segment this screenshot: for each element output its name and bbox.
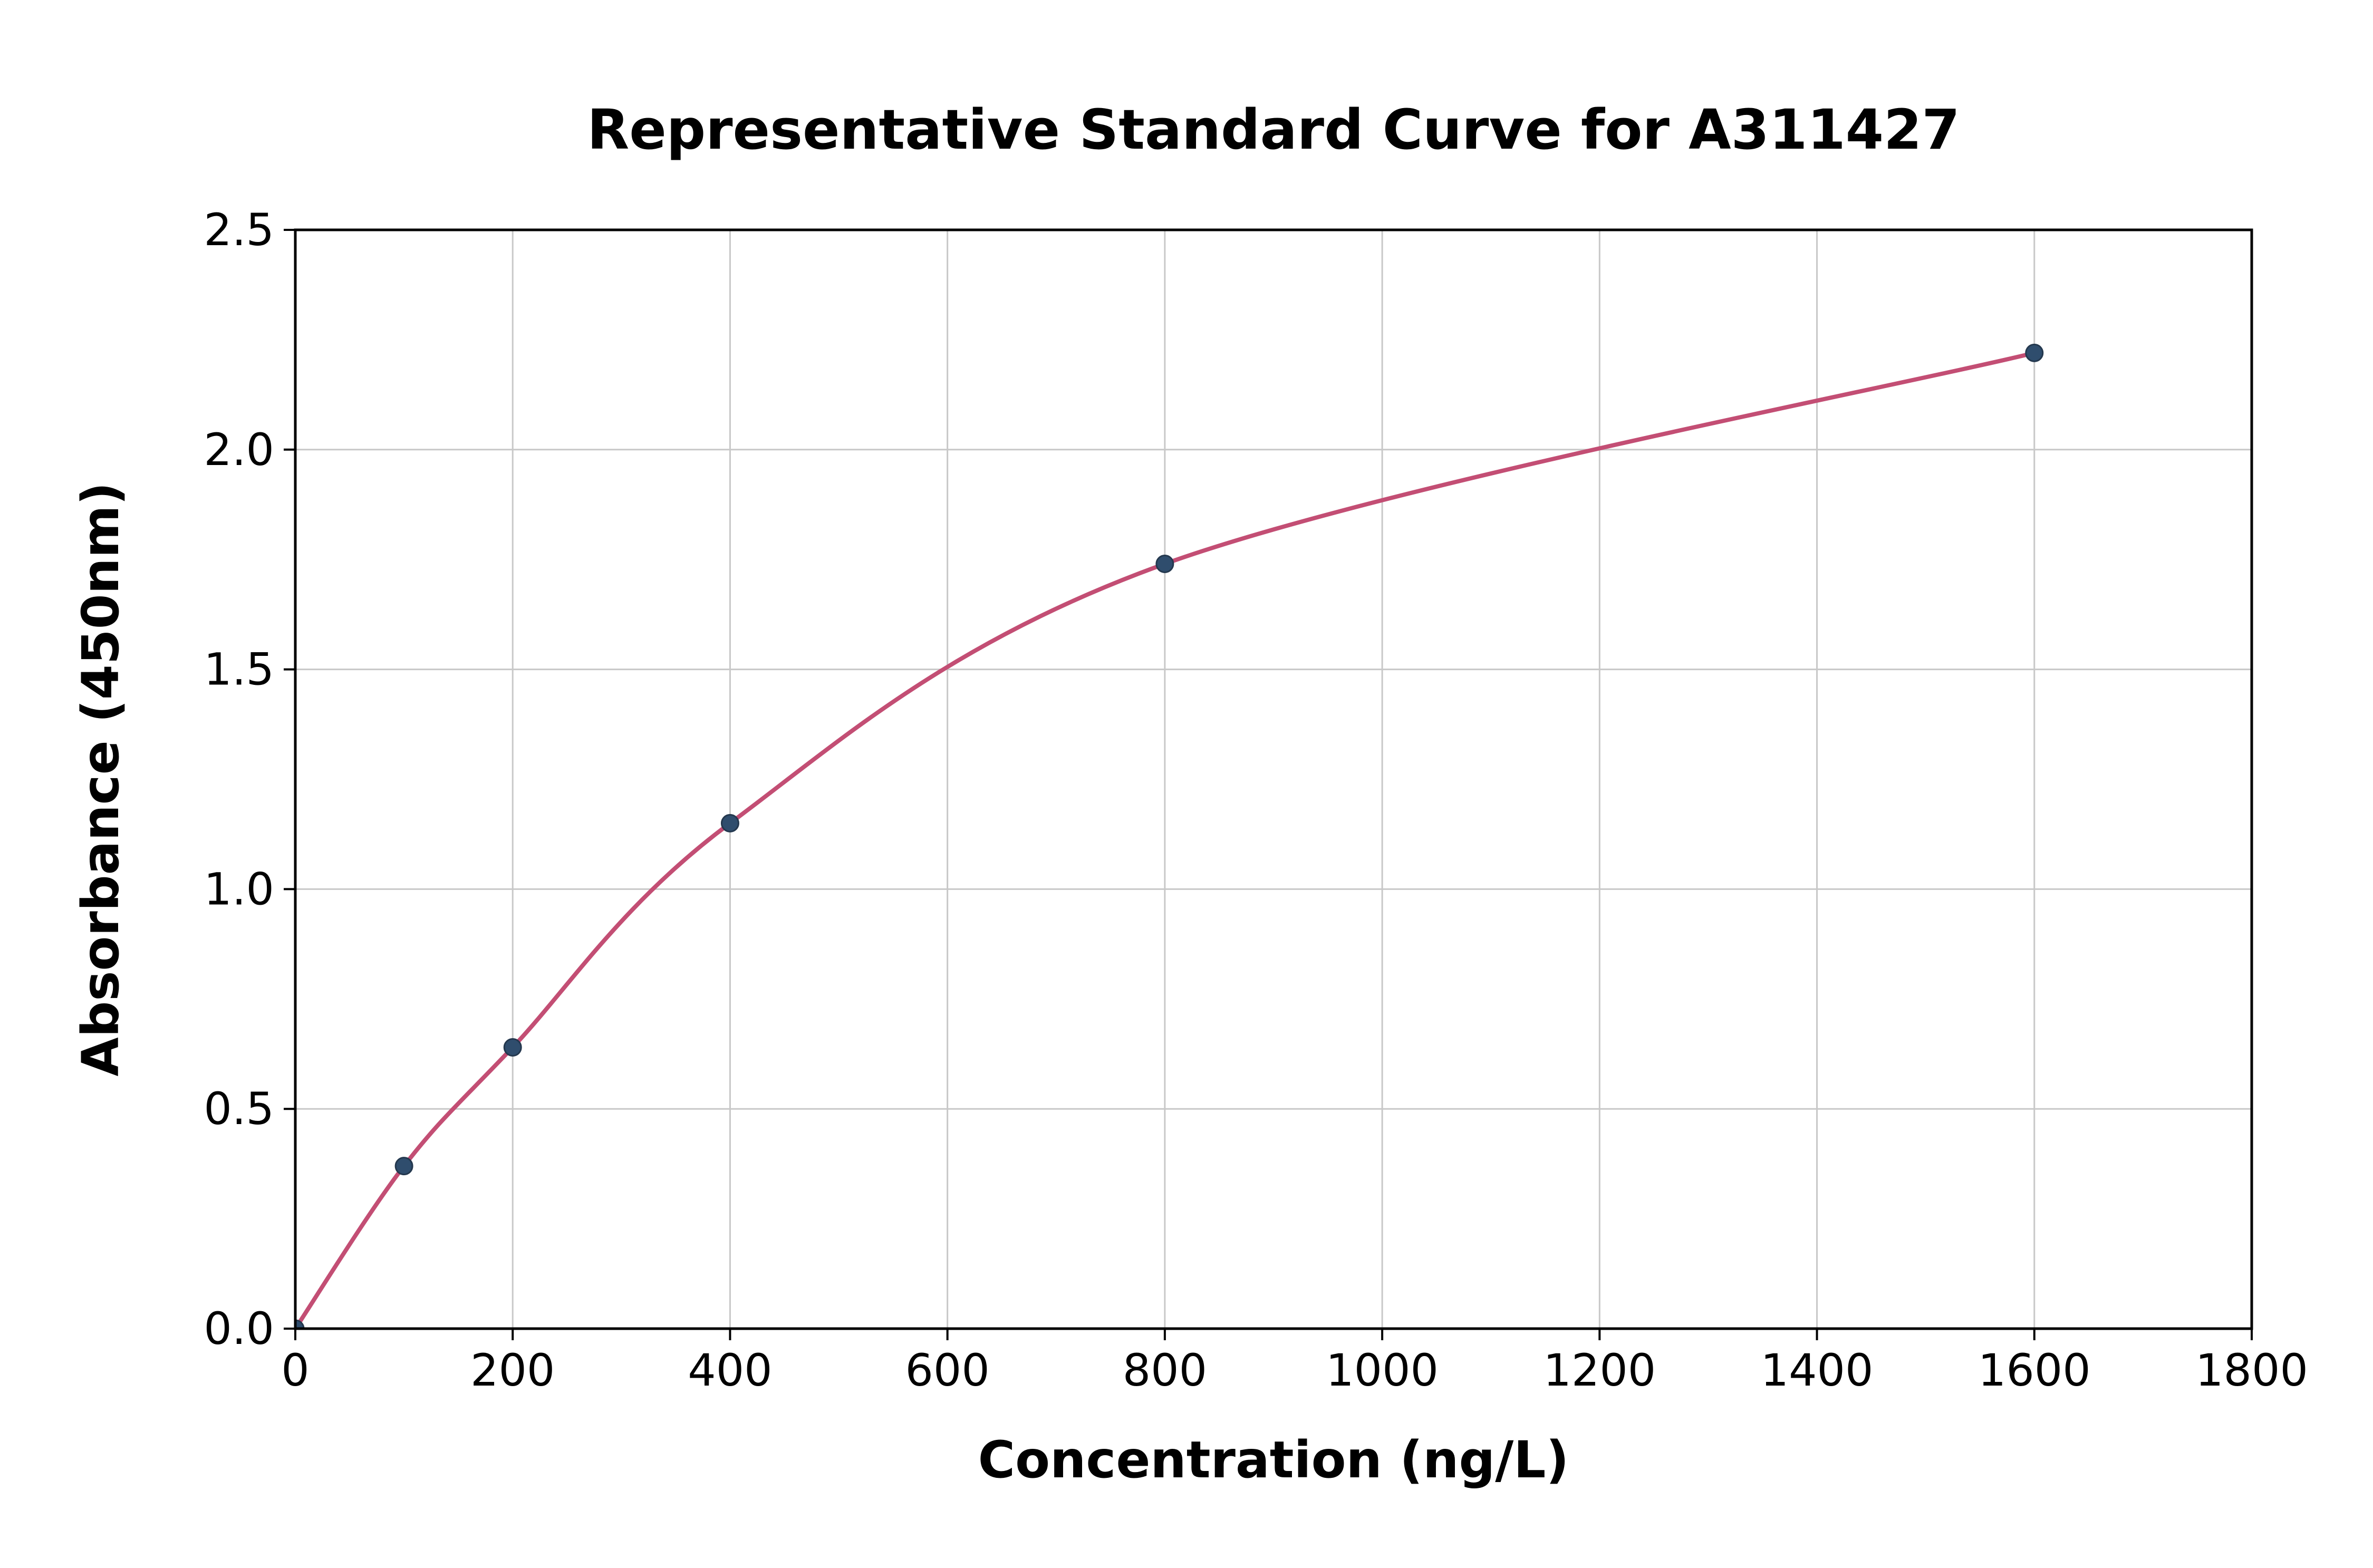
x-tick-label: 600: [905, 1344, 989, 1396]
x-tick-label: 1800: [2195, 1344, 2308, 1396]
y-tick-label: 1.0: [204, 863, 274, 915]
plot-background: [295, 230, 2252, 1329]
x-tick-label: 0: [281, 1344, 309, 1396]
y-tick-label: 0.0: [204, 1303, 274, 1354]
data-point: [394, 1157, 413, 1176]
chart-title: Representative Standard Curve for A31142…: [587, 98, 1960, 162]
y-tick-label: 0.5: [204, 1083, 274, 1135]
data-point: [295, 1319, 305, 1329]
x-tick-label: 1200: [1543, 1344, 1656, 1396]
y-tick-label: 2.0: [204, 424, 274, 476]
data-point: [503, 1038, 522, 1057]
plot-border: [294, 228, 2253, 1330]
x-tick-label: 1600: [1978, 1344, 2091, 1396]
data-layer: [295, 343, 2044, 1329]
data-point: [720, 814, 739, 833]
x-tick-label: 200: [470, 1344, 555, 1396]
data-point: [2025, 343, 2044, 362]
x-tick-label: 1000: [1326, 1344, 1439, 1396]
y-axis-label: Absorbance (450nm): [71, 482, 130, 1076]
y-tick-label: 2.5: [204, 204, 274, 256]
y-tick-label: 1.5: [204, 644, 274, 695]
x-tick-label: 800: [1123, 1344, 1207, 1396]
data-point: [1155, 555, 1174, 574]
fit-curve: [295, 351, 2037, 1329]
x-tick-label: 400: [688, 1344, 772, 1396]
x-axis-label: Concentration (ng/L): [978, 1430, 1569, 1489]
x-tick-label: 1400: [1761, 1344, 1874, 1396]
